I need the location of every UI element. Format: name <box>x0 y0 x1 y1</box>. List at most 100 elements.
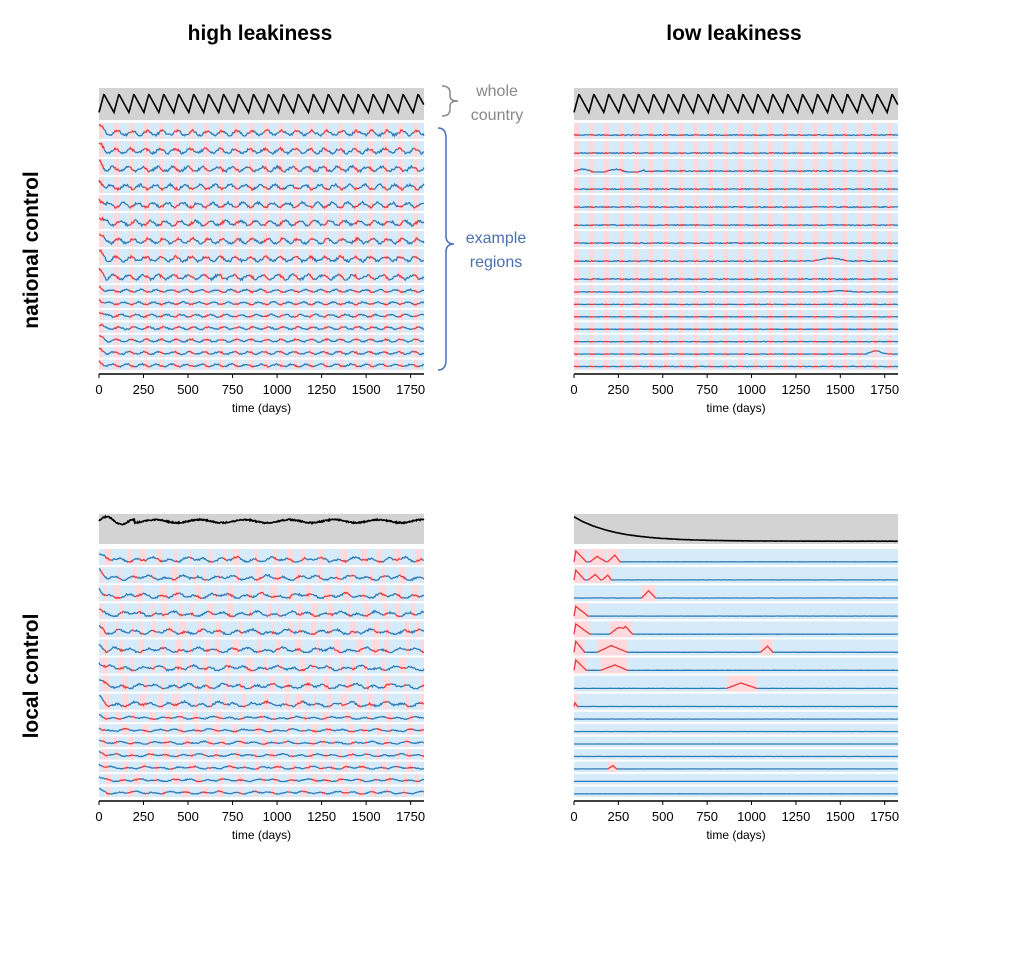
region-line <box>242 715 260 719</box>
region-line-lockdown <box>353 255 360 260</box>
region-line <box>223 200 235 208</box>
region-line <box>787 223 798 227</box>
region-line <box>365 766 383 770</box>
region-line <box>787 260 798 263</box>
region-line <box>638 259 649 263</box>
lockdown-interval <box>842 195 848 212</box>
lockdown-interval <box>263 309 269 321</box>
lockdown-interval <box>872 297 878 308</box>
region-line-lockdown <box>708 328 714 331</box>
region-line <box>361 703 369 708</box>
region-2 <box>98 567 425 584</box>
region-line <box>252 683 271 689</box>
region-line <box>364 791 371 795</box>
lockdown-interval <box>827 159 833 176</box>
region-line-lockdown <box>600 664 629 672</box>
region-line-lockdown <box>151 613 156 617</box>
lockdown-interval <box>419 693 424 710</box>
lockdown-interval <box>338 297 344 308</box>
lockdown-interval <box>203 309 209 321</box>
lockdown-interval <box>678 359 684 370</box>
region-line <box>862 277 873 281</box>
region-line <box>177 573 194 581</box>
region-line <box>578 151 590 155</box>
lockdown-interval <box>101 657 109 674</box>
region-line-lockdown <box>293 186 300 190</box>
region-line-lockdown <box>140 632 144 635</box>
lockdown-interval <box>353 213 359 230</box>
region-band <box>574 567 898 584</box>
region-line <box>298 363 310 368</box>
region-line <box>367 740 385 745</box>
lockdown-interval <box>797 267 803 284</box>
lockdown-interval <box>248 159 254 176</box>
region-line <box>350 611 365 618</box>
region-line <box>728 170 739 173</box>
region-line-lockdown <box>768 260 774 263</box>
region-line-lockdown <box>708 206 714 209</box>
lockdown-interval <box>648 347 654 358</box>
region-line-lockdown <box>353 313 360 318</box>
region-line-lockdown <box>398 350 404 355</box>
lockdown-interval <box>648 309 654 321</box>
region-line <box>178 288 190 294</box>
region-line <box>178 313 190 318</box>
lockdown-interval <box>340 693 348 710</box>
region-line-lockdown <box>886 206 894 209</box>
region-line <box>403 164 414 173</box>
lockdown-interval <box>295 567 301 584</box>
region-line-lockdown <box>361 594 367 598</box>
region-line-lockdown <box>161 613 169 617</box>
region-line-lockdown <box>368 326 375 330</box>
region-line <box>129 729 143 733</box>
region-line <box>373 201 385 208</box>
region-12 <box>98 736 425 748</box>
region-line-lockdown <box>379 592 388 597</box>
lockdown-interval <box>223 693 227 710</box>
region-line-lockdown <box>383 237 389 242</box>
region-line <box>403 256 414 264</box>
region-line <box>594 340 605 343</box>
region-band <box>574 711 898 723</box>
region-line <box>713 260 724 263</box>
region-line <box>271 612 279 616</box>
region-line-lockdown <box>158 220 165 227</box>
lockdown-interval <box>115 711 122 723</box>
lockdown-interval <box>782 177 788 194</box>
lockdown-interval <box>812 213 818 230</box>
region-line-lockdown <box>336 778 345 782</box>
region-line-lockdown <box>287 728 291 731</box>
region-line <box>194 339 205 343</box>
region-line <box>594 242 605 245</box>
lockdown-interval <box>767 213 773 230</box>
region-line-lockdown <box>797 291 804 293</box>
region-line <box>224 219 235 227</box>
region-line <box>134 219 145 228</box>
region-line <box>119 363 130 368</box>
x-tick-label: 500 <box>177 809 199 824</box>
region-line <box>418 167 425 173</box>
region-11 <box>574 724 899 735</box>
region-line-lockdown <box>129 219 136 226</box>
region-line <box>149 147 161 156</box>
region-line-lockdown <box>397 204 404 208</box>
region-line-lockdown <box>619 260 625 263</box>
region-16 <box>574 786 898 797</box>
region-line <box>653 259 665 263</box>
x-tick-label: 0 <box>570 382 577 397</box>
region-line-lockdown <box>293 255 300 260</box>
region-line-lockdown <box>412 273 420 280</box>
region-line <box>832 151 844 155</box>
lockdown-interval <box>618 334 624 346</box>
region-8 <box>573 249 899 266</box>
lockdown-interval <box>353 177 359 194</box>
region-line <box>817 151 829 155</box>
region-line-lockdown <box>397 364 404 368</box>
region-line <box>294 777 313 782</box>
region-band <box>574 285 898 296</box>
region-line-lockdown <box>128 742 135 745</box>
lockdown-interval <box>385 711 393 723</box>
region-line-lockdown <box>368 203 375 209</box>
region-line <box>298 257 310 264</box>
lockdown-interval <box>887 322 893 333</box>
